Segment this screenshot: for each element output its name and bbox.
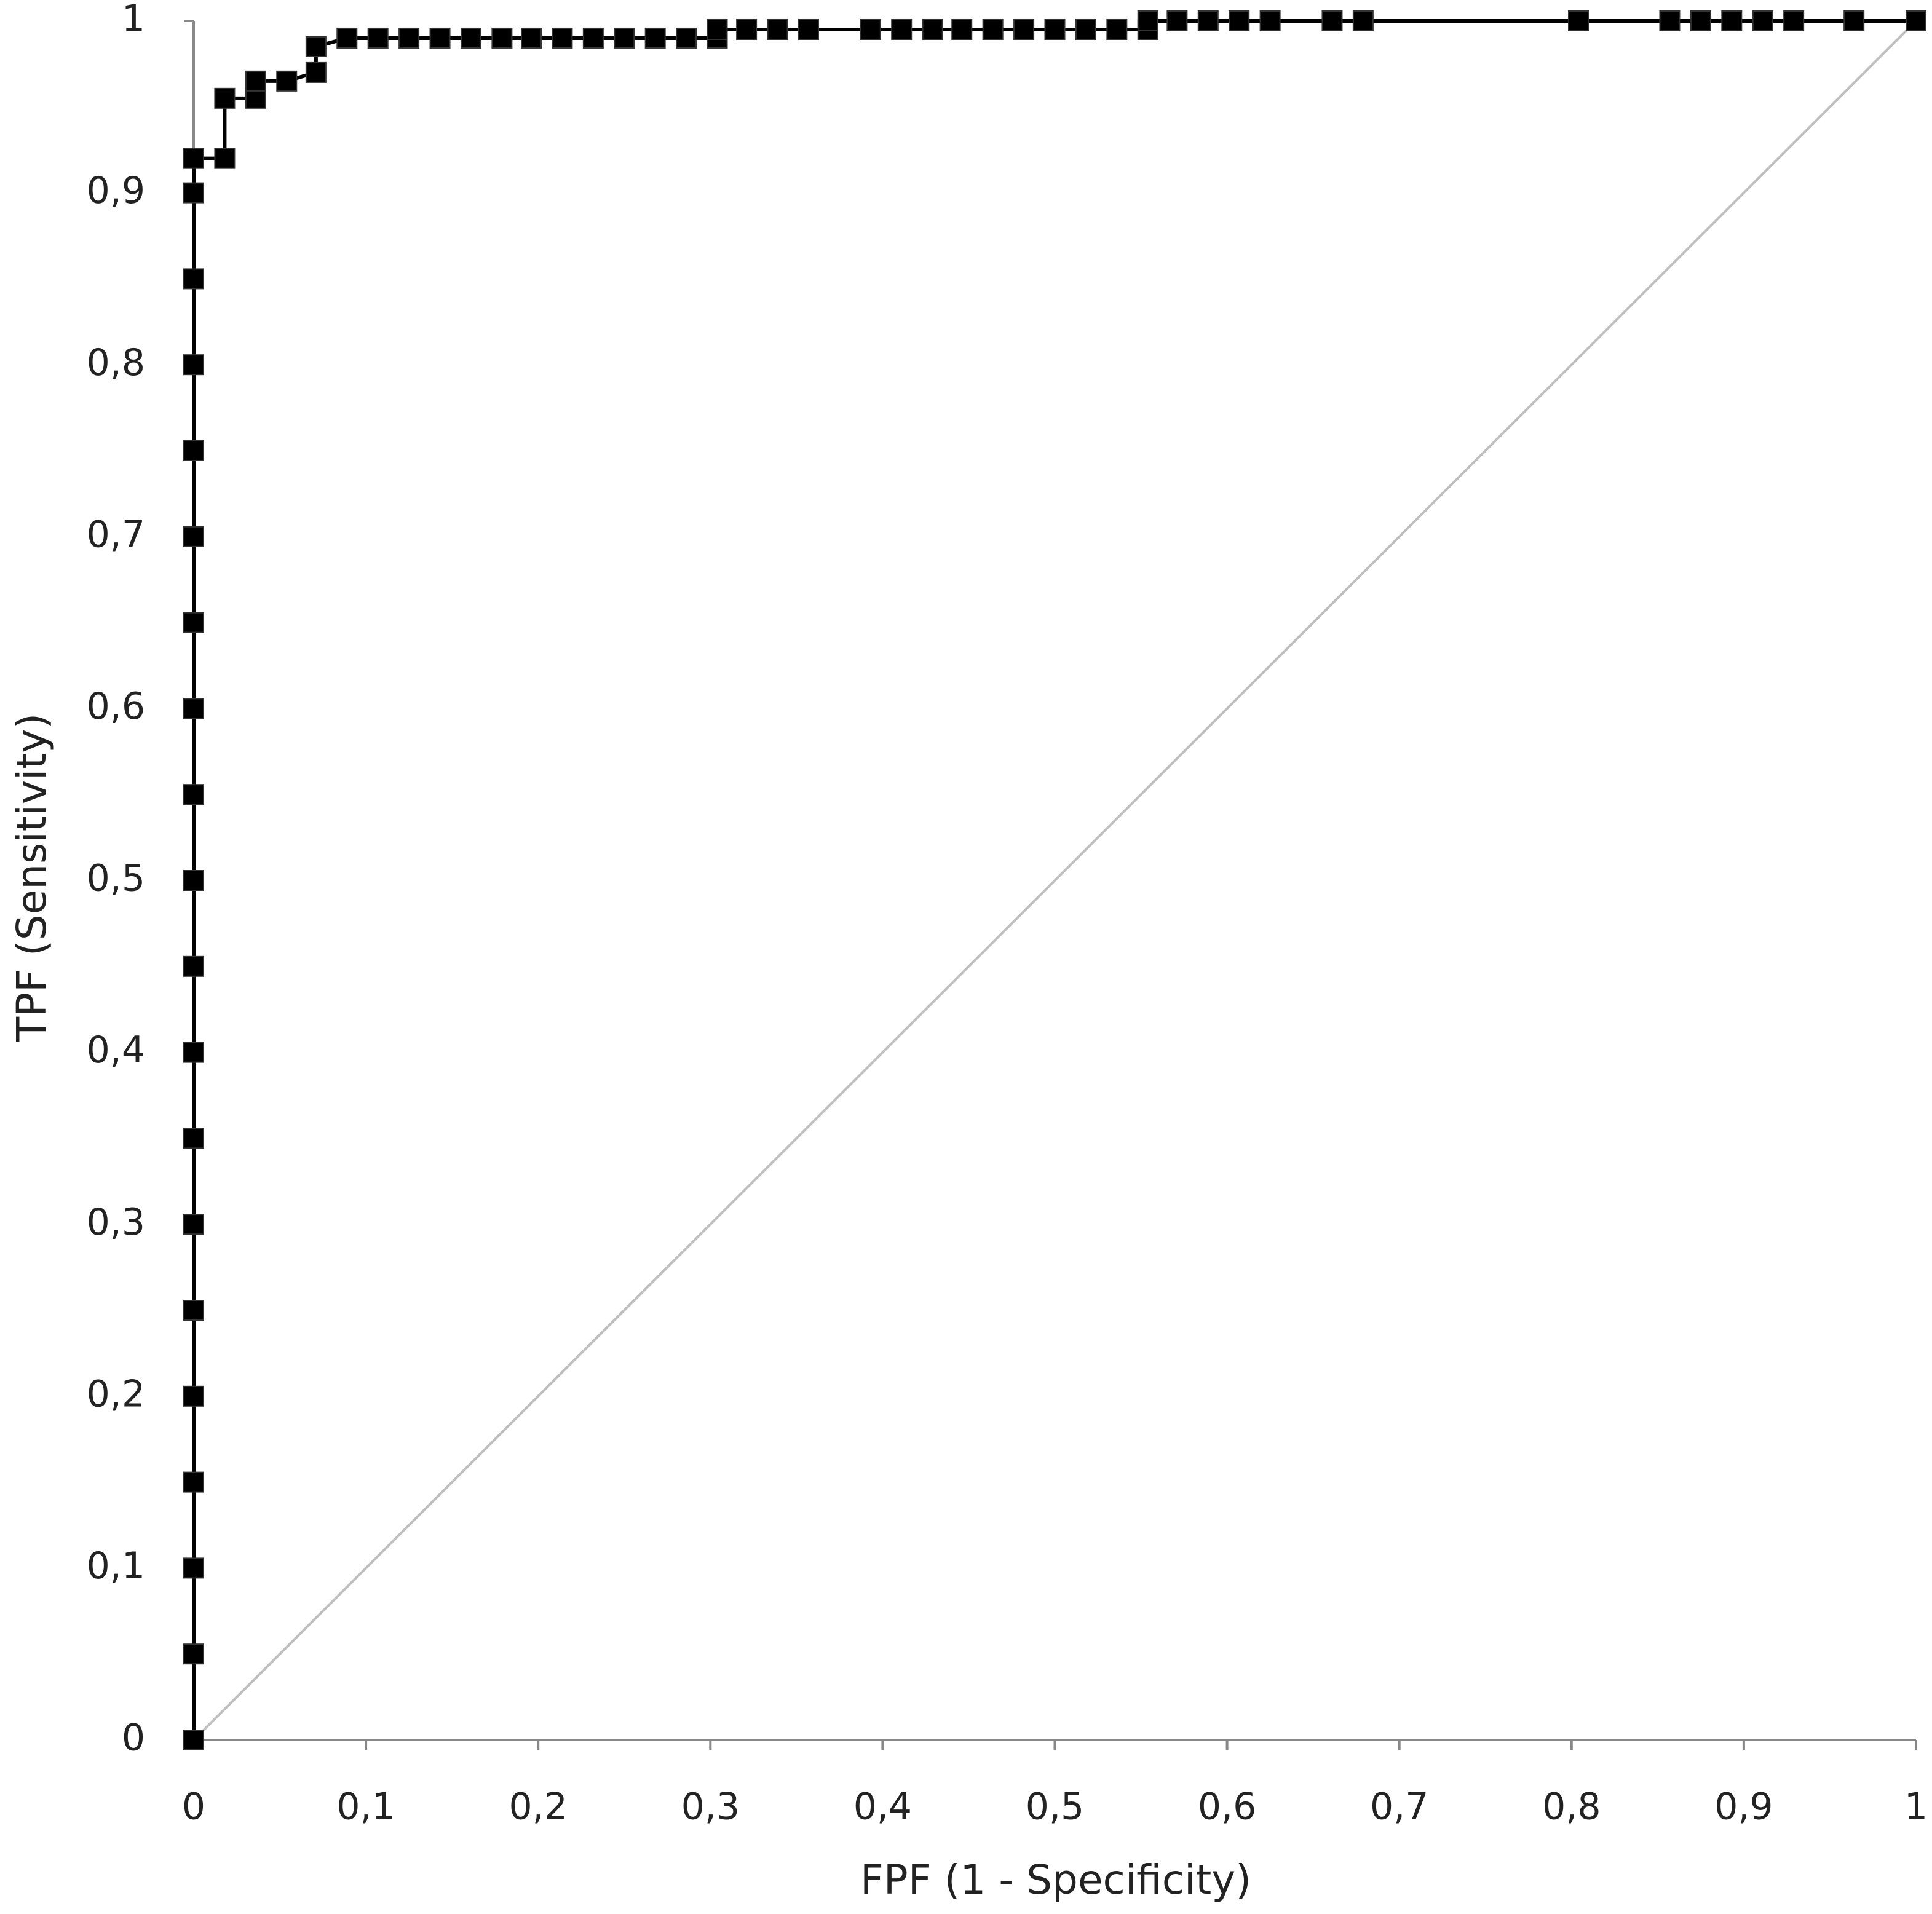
y-tick-label: 0,5 bbox=[87, 857, 145, 900]
marker bbox=[183, 1385, 204, 1407]
y-tick-label: 0 bbox=[122, 1717, 145, 1760]
marker bbox=[922, 18, 943, 40]
marker bbox=[582, 27, 604, 49]
marker bbox=[1721, 10, 1743, 31]
marker bbox=[1137, 10, 1158, 31]
x-tick-label: 0,7 bbox=[1370, 1785, 1428, 1829]
x-tick-label: 0,4 bbox=[853, 1785, 912, 1829]
marker bbox=[1229, 10, 1250, 31]
marker bbox=[183, 268, 204, 290]
marker bbox=[183, 612, 204, 633]
y-tick-label: 1 bbox=[122, 0, 145, 41]
marker bbox=[736, 18, 758, 40]
marker bbox=[1259, 10, 1281, 31]
marker bbox=[183, 1300, 204, 1321]
marker bbox=[183, 1730, 204, 1750]
marker bbox=[552, 27, 573, 49]
marker bbox=[1166, 10, 1188, 31]
marker bbox=[951, 18, 973, 40]
marker bbox=[214, 148, 236, 169]
marker bbox=[1752, 10, 1773, 31]
marker bbox=[1321, 10, 1343, 31]
marker bbox=[183, 1643, 204, 1665]
marker bbox=[707, 18, 728, 40]
marker bbox=[305, 36, 327, 57]
x-tick-label: 0,6 bbox=[1198, 1785, 1256, 1829]
marker bbox=[491, 27, 513, 49]
y-axis-title: TPF (Sensitivity) bbox=[8, 713, 55, 1042]
marker bbox=[183, 955, 204, 977]
marker bbox=[367, 27, 389, 49]
x-tick-label: 0,8 bbox=[1542, 1785, 1601, 1829]
marker bbox=[336, 27, 358, 49]
marker bbox=[1568, 10, 1590, 31]
x-tick-label: 0 bbox=[182, 1785, 205, 1829]
marker bbox=[1044, 18, 1066, 40]
marker bbox=[1352, 10, 1374, 31]
marker bbox=[1659, 10, 1681, 31]
marker bbox=[798, 18, 819, 40]
marker bbox=[1843, 10, 1865, 31]
marker bbox=[183, 354, 204, 376]
marker bbox=[183, 148, 204, 169]
marker bbox=[614, 27, 635, 49]
x-tick-label: 0,3 bbox=[681, 1785, 740, 1829]
marker bbox=[183, 1042, 204, 1063]
marker bbox=[982, 18, 1004, 40]
marker bbox=[305, 61, 327, 83]
y-tick-label: 0,8 bbox=[87, 341, 145, 384]
marker bbox=[214, 87, 236, 109]
marker bbox=[1197, 10, 1219, 31]
marker bbox=[429, 27, 451, 49]
marker bbox=[860, 18, 881, 40]
x-tick-label: 0,9 bbox=[1714, 1785, 1773, 1829]
marker bbox=[1906, 10, 1926, 31]
x-tick-label: 0,5 bbox=[1026, 1785, 1084, 1829]
marker bbox=[398, 27, 420, 49]
x-tick-label: 1 bbox=[1904, 1785, 1928, 1829]
x-tick-label: 0,2 bbox=[509, 1785, 567, 1829]
marker bbox=[1783, 10, 1805, 31]
marker bbox=[183, 1128, 204, 1149]
y-tick-label: 0,2 bbox=[87, 1372, 145, 1415]
marker bbox=[183, 526, 204, 547]
marker bbox=[183, 1471, 204, 1493]
marker bbox=[1690, 10, 1711, 31]
marker bbox=[891, 18, 913, 40]
y-tick-label: 0,7 bbox=[87, 513, 145, 556]
marker bbox=[520, 27, 542, 49]
x-axis-title: FPF (1 - Specificity) bbox=[860, 1856, 1251, 1904]
y-tick-label: 0,3 bbox=[87, 1201, 145, 1244]
y-tick-label: 0,6 bbox=[87, 685, 145, 728]
marker bbox=[644, 27, 666, 49]
marker bbox=[183, 182, 204, 204]
marker bbox=[1013, 18, 1035, 40]
marker bbox=[245, 70, 266, 92]
y-tick-label: 0,9 bbox=[87, 169, 145, 212]
marker bbox=[767, 18, 788, 40]
reference-line bbox=[192, 20, 1917, 1741]
marker bbox=[183, 1557, 204, 1579]
marker bbox=[183, 1214, 204, 1235]
x-tick-label: 0,1 bbox=[336, 1785, 395, 1829]
marker bbox=[183, 784, 204, 805]
marker bbox=[460, 27, 481, 49]
marker bbox=[183, 698, 204, 719]
marker bbox=[183, 440, 204, 461]
marker bbox=[183, 870, 204, 891]
marker bbox=[276, 70, 298, 92]
y-tick-label: 0,1 bbox=[87, 1544, 145, 1588]
y-tick-label: 0,4 bbox=[87, 1029, 145, 1072]
marker bbox=[1106, 18, 1128, 40]
marker bbox=[676, 27, 697, 49]
marker bbox=[1075, 18, 1096, 40]
